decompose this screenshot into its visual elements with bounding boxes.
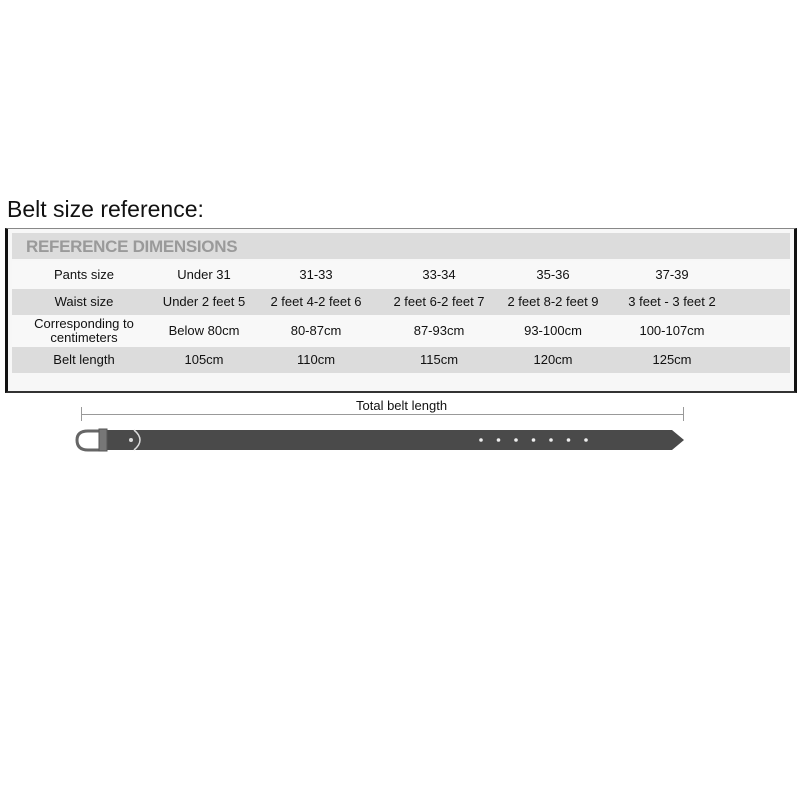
belt-rivet [129,438,133,442]
table-header: REFERENCE DIMENSIONS [12,233,790,259]
table-cell: 33-34 [422,267,456,282]
belt-holes [479,438,588,442]
belt-hole [531,438,536,442]
table-cell: 87-93cm [413,323,465,338]
table-cell: 110cm [296,352,336,367]
table-cell: Below 80cm [168,323,240,338]
table-row: Belt length 105cm 110cm 115cm 120cm 125cm [12,347,790,373]
table-row: Corresponding to centimeters Below 80cm 80… [12,315,790,347]
belt-hole [514,438,518,442]
arrow-tick-left [81,407,82,421]
row-label: Waist size [54,294,114,309]
belt-end-curve [133,429,141,451]
size-table: REFERENCE DIMENSIONS Pants size Under 31 3… [5,228,797,393]
belt-strap [100,430,684,450]
table-cell: 80-87cm [290,323,342,338]
table-cell: 125cm [652,352,692,367]
belt-hole [549,438,553,442]
table-cell: 105cm [184,352,224,367]
buckle-icon [75,429,102,452]
total-length-label: Total belt length [356,398,448,413]
table-cell: Under 2 feet 5 [162,294,246,309]
table-cell: 2 feet 6-2 feet 7 [393,294,485,309]
belt-hole [584,438,588,442]
belt-hole [496,438,501,442]
table-row: Waist size Under 2 feet 5 2 feet 4-2 feet … [12,289,790,315]
buckle-bar [98,428,108,452]
belt-illustration [75,428,684,452]
row-label: Pants size [54,267,114,282]
table-cell: Under 31 [177,267,231,282]
table-cell: 120cm [533,352,573,367]
table-cell: 93-100cm [524,323,582,338]
table-cell: 100-107cm [639,323,705,338]
table-row: Pants size Under 31 31-33 33-34 35-36 37-39 [12,261,790,289]
table-cell: 31-33 [299,267,333,282]
length-arrow [82,414,683,415]
row-label: Corresponding to centimeters [34,316,134,345]
table-cell: 3 feet - 3 feet 2 [628,294,716,309]
arrow-tick-right [683,407,684,421]
belt-hole [479,438,483,442]
table-cell: 2 feet 4-2 feet 6 [270,294,362,309]
page-title: Belt size reference: [7,196,204,222]
table-cell: 115cm [419,352,459,367]
table-cell: 37-39 [655,267,689,282]
belt-diagram: Total belt length [0,395,800,465]
row-label: Belt length [53,352,115,367]
table-cell: 35-36 [536,267,570,282]
table-cell: 2 feet 8-2 feet 9 [507,294,599,309]
belt-hole [566,438,571,442]
